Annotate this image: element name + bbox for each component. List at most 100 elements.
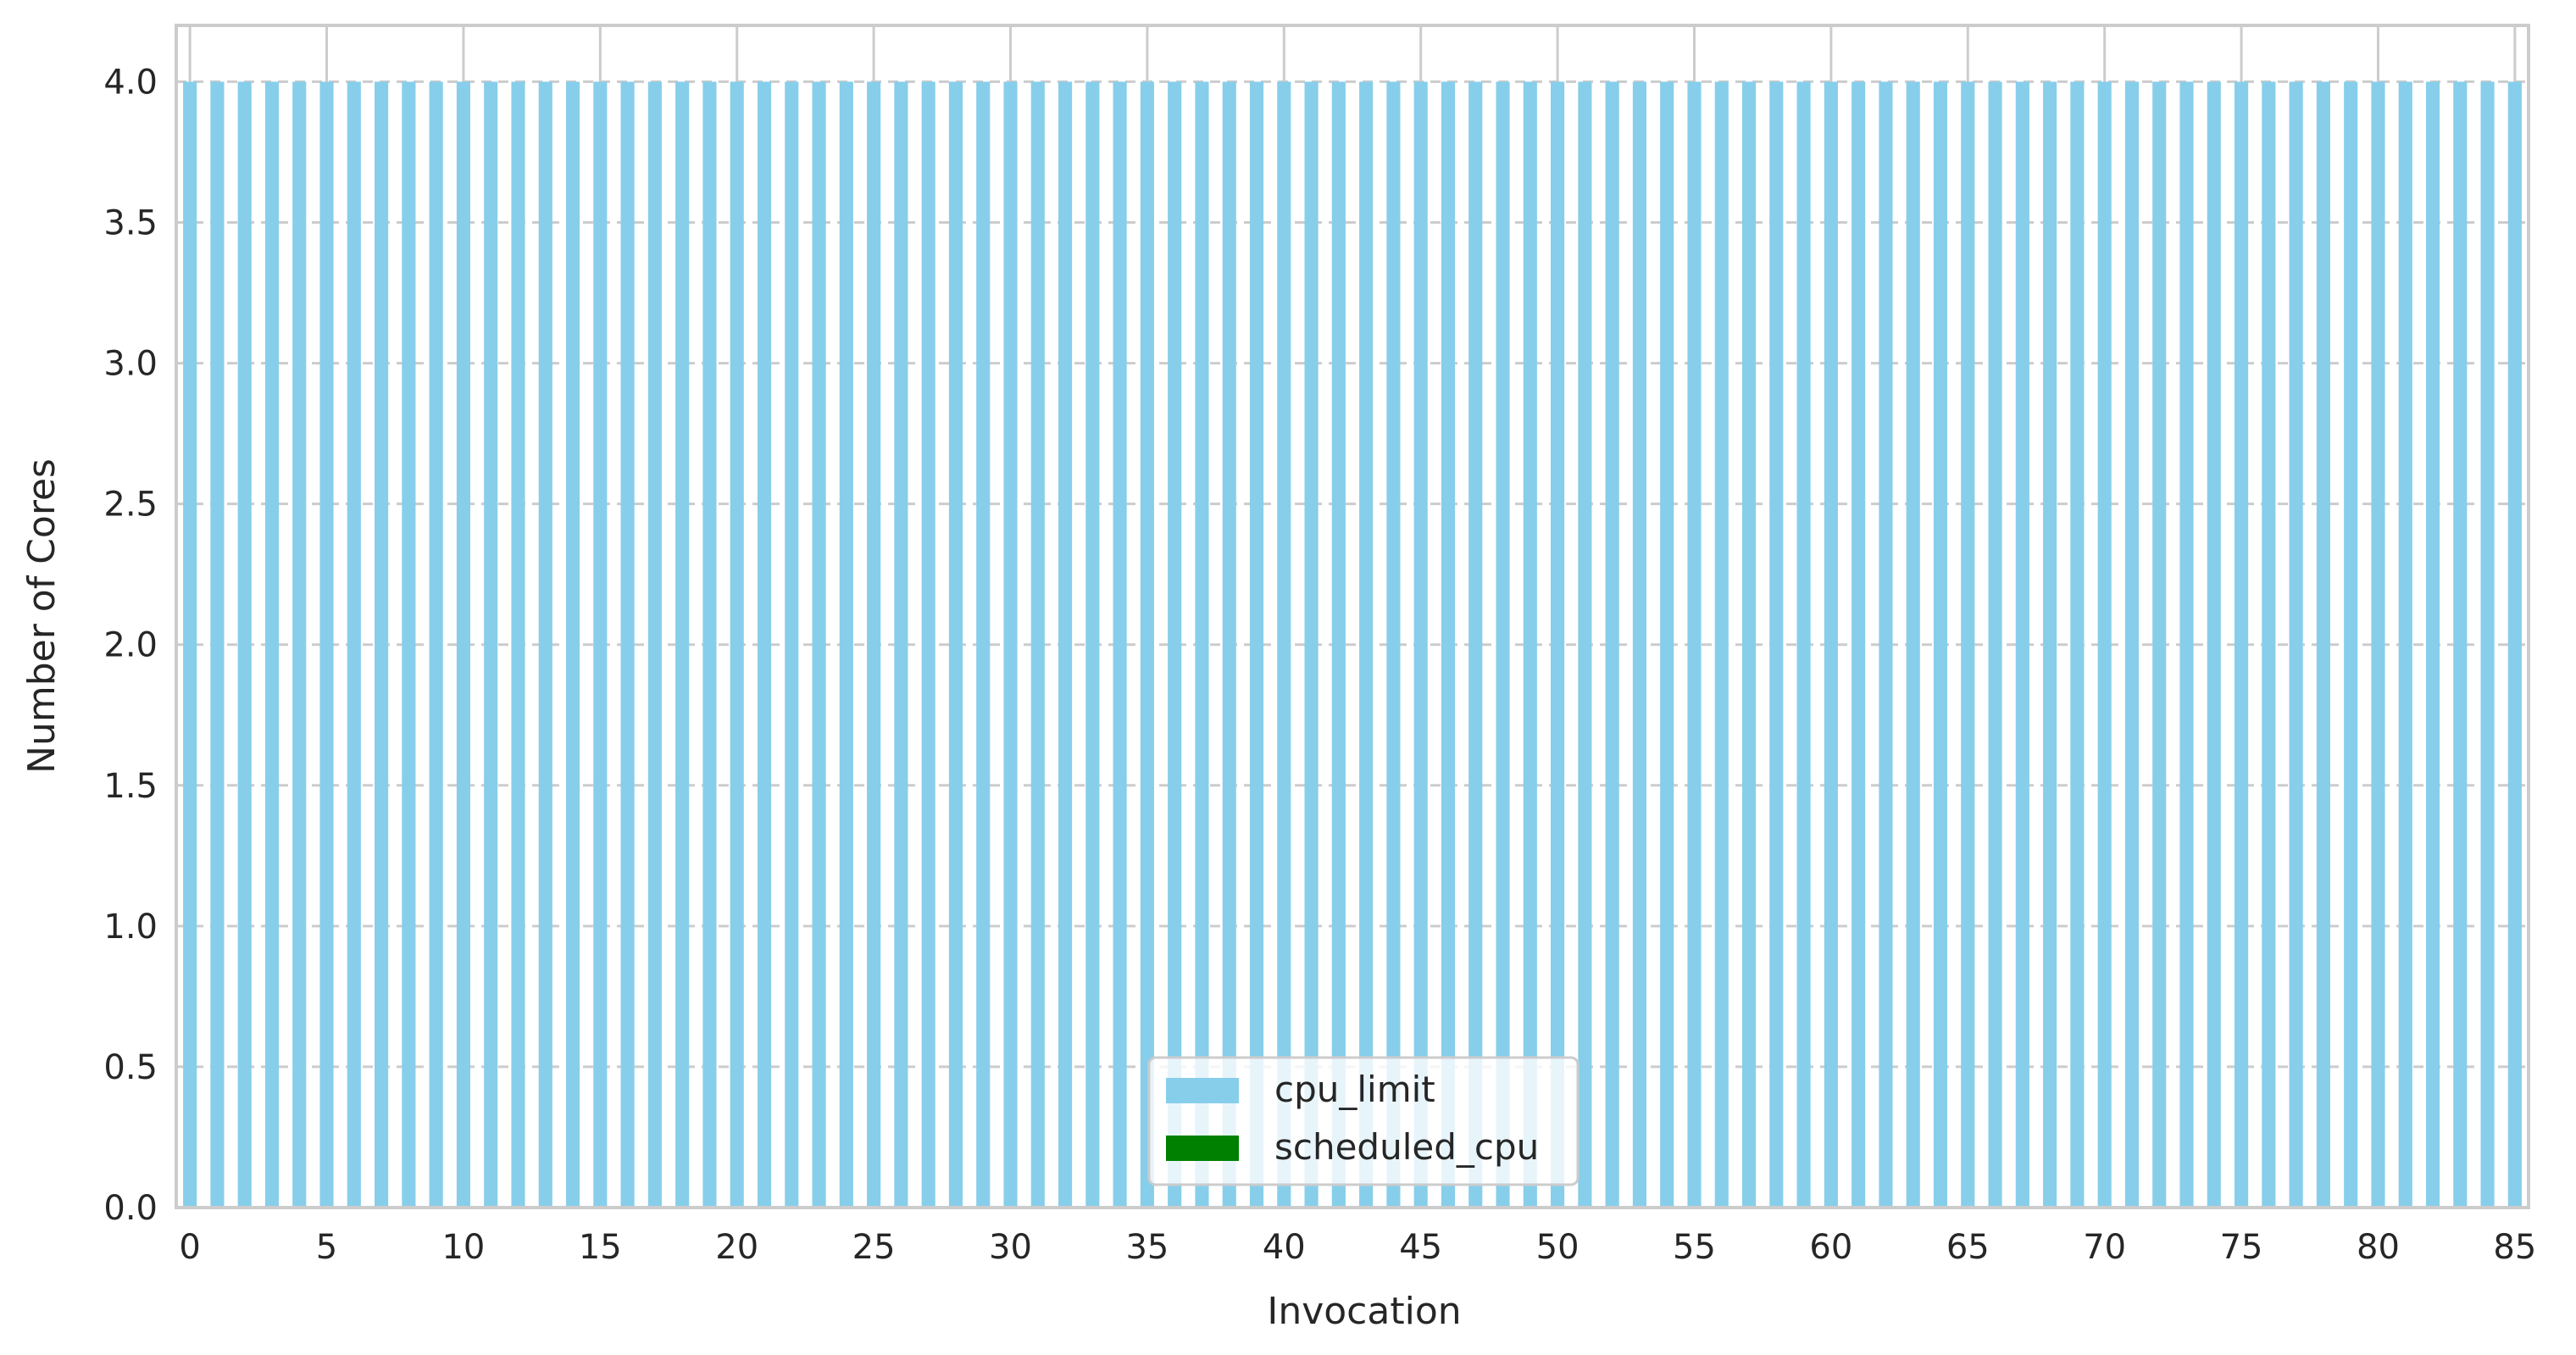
bar-cpu-limit xyxy=(1852,81,1866,1208)
y-tick-label: 0.0 xyxy=(103,1189,158,1228)
bar-cpu-limit xyxy=(319,81,334,1208)
y-tick-label: 3.0 xyxy=(103,345,158,384)
legend-swatch-cpu-limit xyxy=(1166,1078,1239,1103)
x-tick-label: 30 xyxy=(989,1228,1032,1267)
bar-cpu-limit xyxy=(2316,81,2330,1208)
bar-cpu-limit xyxy=(1168,81,1182,1208)
bar-cpu-limit xyxy=(1796,81,1811,1208)
bar-cpu-limit xyxy=(2124,81,2140,1208)
bar-cpu-limit xyxy=(1468,81,1483,1208)
legend: cpu_limit scheduled_cpu xyxy=(1147,1056,1579,1186)
bar-cpu-limit xyxy=(1632,81,1646,1208)
bar-cpu-limit xyxy=(2371,81,2385,1208)
y-tick-label: 2.0 xyxy=(103,626,158,665)
x-tick-label: 25 xyxy=(852,1228,896,1267)
bar-cpu-limit xyxy=(1058,81,1073,1208)
bar-cpu-limit xyxy=(402,81,416,1208)
bar-cpu-limit xyxy=(647,81,662,1208)
y-tick-label: 1.0 xyxy=(103,908,158,947)
x-tick-label: 75 xyxy=(2220,1228,2263,1267)
bar-cpu-limit xyxy=(812,81,826,1208)
bar-cpu-limit xyxy=(538,81,552,1208)
bar-cpu-limit xyxy=(1961,81,1975,1208)
bar-cpu-limit xyxy=(2453,81,2468,1208)
bar-cpu-limit xyxy=(1741,81,1757,1208)
legend-label-scheduled-cpu: scheduled_cpu xyxy=(1274,1126,1539,1168)
bar-cpu-limit xyxy=(1605,81,1619,1208)
bar-cpu-limit xyxy=(1687,81,1702,1208)
y-tick-label: 1.5 xyxy=(103,767,158,806)
x-tick-label: 80 xyxy=(2357,1228,2400,1267)
bar-cpu-limit xyxy=(2097,81,2112,1208)
bar-cpu-limit xyxy=(948,81,963,1208)
bar-cpu-limit xyxy=(2235,81,2249,1208)
bar-cpu-limit xyxy=(1030,81,1045,1208)
bar-cpu-limit xyxy=(593,81,608,1208)
bar-cpu-limit xyxy=(1359,81,1374,1208)
bar-cpu-limit xyxy=(1496,81,1510,1208)
bar-cpu-limit xyxy=(2262,81,2276,1208)
x-tick-label: 35 xyxy=(1125,1228,1169,1267)
bar-cpu-limit xyxy=(2152,81,2167,1208)
bar-cpu-limit xyxy=(511,81,525,1208)
x-tick-label: 40 xyxy=(1263,1228,1306,1267)
bar-cpu-limit xyxy=(210,81,225,1208)
x-tick-label: 15 xyxy=(579,1228,622,1267)
y-tick-labels: 0.0 0.5 1.0 1.5 2.0 2.5 3.0 3.5 4.0 xyxy=(103,63,158,1228)
bar-cpu-limit xyxy=(1714,81,1729,1208)
y-axis-label: Number of Cores xyxy=(20,458,64,774)
bar-cpu-limit xyxy=(1824,81,1838,1208)
bar-cpu-limit xyxy=(429,81,443,1208)
bar-cpu-limit xyxy=(264,81,280,1208)
bar-cpu-limit xyxy=(1988,81,2002,1208)
bar-cpu-limit xyxy=(2070,81,2085,1208)
bar-cpu-limit xyxy=(1578,81,1592,1208)
x-tick-label: 70 xyxy=(2083,1228,2126,1267)
bar-cpu-limit xyxy=(1523,81,1537,1208)
bar-cpu-limit xyxy=(183,81,197,1208)
y-tick-label: 4.0 xyxy=(103,63,158,102)
x-tick-label: 55 xyxy=(1673,1228,1716,1267)
bar-cpu-limit xyxy=(2043,81,2057,1208)
bar-cpu-limit xyxy=(1222,81,1236,1208)
bar-cpu-limit xyxy=(1769,81,1784,1208)
bar-cpu-limit xyxy=(1113,81,1127,1208)
bar-cpu-limit xyxy=(456,81,470,1208)
x-tick-label: 50 xyxy=(1536,1228,1579,1267)
bar-cpu-limit xyxy=(1331,81,1346,1208)
bar-cpu-limit xyxy=(867,81,881,1208)
bar-cpu-limit xyxy=(1277,81,1291,1208)
bar-cpu-limit xyxy=(2207,81,2221,1208)
bar-cpu-limit xyxy=(785,81,799,1208)
bar-cpu-limit xyxy=(921,81,935,1208)
bar-cpu-limit xyxy=(730,81,744,1208)
bar-cpu-limit xyxy=(1195,81,1209,1208)
x-tick-label: 0 xyxy=(179,1228,200,1267)
bar-cpu-limit xyxy=(1386,81,1401,1208)
y-tick-label: 3.5 xyxy=(103,204,158,243)
bar-cpu-limit xyxy=(1441,81,1456,1208)
legend-swatch-scheduled-cpu xyxy=(1166,1136,1239,1161)
x-tick-label: 45 xyxy=(1399,1228,1442,1267)
x-tick-labels: 0 5 10 15 20 25 30 35 40 45 50 55 60 65 70 75 80 85 xyxy=(179,1228,2536,1267)
bar-cpu-limit xyxy=(1085,81,1100,1208)
x-tick-label: 5 xyxy=(316,1228,337,1267)
x-tick-label: 85 xyxy=(2493,1228,2536,1267)
bars-group xyxy=(183,81,2522,1208)
y-tick-label: 0.5 xyxy=(103,1048,158,1087)
bar-cpu-limit xyxy=(347,81,361,1208)
bar-cpu-limit xyxy=(1003,81,1018,1208)
bar-cpu-limit xyxy=(1551,81,1565,1208)
bar-cpu-limit xyxy=(2015,81,2029,1208)
bar-cpu-limit xyxy=(1249,81,1264,1208)
bar-cpu-limit xyxy=(976,81,991,1208)
plot-area xyxy=(176,25,2529,1208)
bar-cpu-limit xyxy=(565,81,580,1208)
legend-frame xyxy=(1147,1056,1579,1186)
bar-cpu-limit xyxy=(675,81,690,1208)
bar-cpu-limit xyxy=(757,81,772,1208)
bar-cpu-limit xyxy=(292,81,307,1208)
x-tick-label: 60 xyxy=(1809,1228,1852,1267)
bar-cpu-limit xyxy=(2507,81,2522,1208)
bar-cpu-limit xyxy=(2480,81,2495,1208)
